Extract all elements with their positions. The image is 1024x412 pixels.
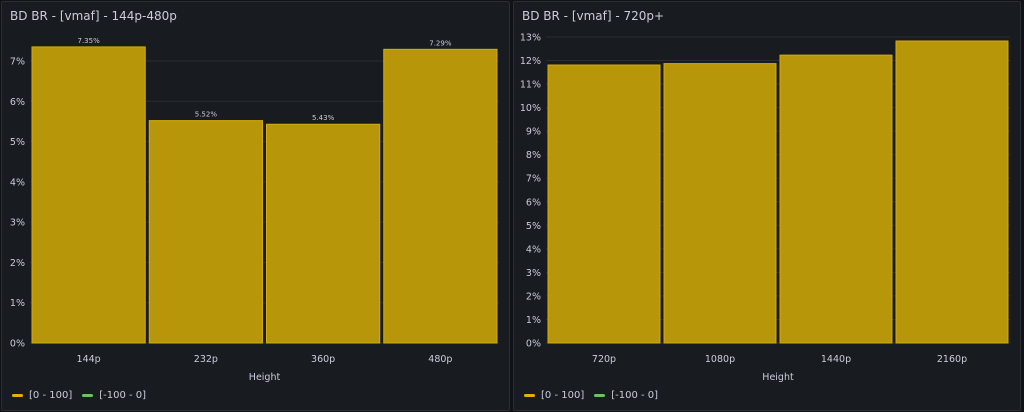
y-tick-label: 9% xyxy=(526,127,541,138)
bar xyxy=(148,120,263,344)
bar xyxy=(547,64,661,344)
x-tick-label: 2160p xyxy=(937,354,967,365)
legend-swatch xyxy=(12,394,23,397)
x-tick-label: 720p xyxy=(592,354,616,365)
y-tick-label: 5% xyxy=(526,221,541,232)
y-tick-label: 7% xyxy=(10,57,25,68)
x-tick-label: 1080p xyxy=(705,354,735,365)
panel-144p-480p: BD BR - [vmaf] - 144p-480p 0% 1% 2% 3% 4% 5% 6… xyxy=(1,1,510,411)
bar xyxy=(895,40,1009,344)
legend: [0 - 100] [-100 - 0] xyxy=(524,390,658,401)
bar-value-label: 7.29% xyxy=(429,39,452,47)
legend-label: [0 - 100] xyxy=(29,390,73,401)
legend: [0 - 100] [-100 - 0] xyxy=(12,390,146,401)
x-tick-label: 144p xyxy=(77,354,101,365)
legend-item[interactable]: [-100 - 0] xyxy=(82,390,146,401)
y-tick-label: 3% xyxy=(10,218,25,229)
y-tick-label: 2% xyxy=(10,258,25,269)
y-tick-label: 4% xyxy=(526,244,541,255)
x-axis-label: Height xyxy=(762,372,794,383)
y-tick-label: 1% xyxy=(526,315,541,326)
y-tick-label: 6% xyxy=(10,97,25,108)
y-tick-label: 3% xyxy=(526,268,541,279)
panel-title: BD BR - [vmaf] - 144p-480p xyxy=(10,9,177,23)
bar-value-label: 5.52% xyxy=(195,111,218,119)
legend-label: [0 - 100] xyxy=(541,390,585,401)
bar xyxy=(31,46,146,344)
bar-value-label: 7.35% xyxy=(78,37,101,45)
x-axis-label: Height xyxy=(249,372,281,383)
legend-swatch xyxy=(594,394,606,397)
y-tick-label: 4% xyxy=(10,177,25,188)
panel-title: BD BR - [vmaf] - 720p+ xyxy=(522,9,665,23)
legend-label: [-100 - 0] xyxy=(99,390,147,401)
y-tick-label: 8% xyxy=(526,150,541,161)
x-tick-label: 232p xyxy=(194,354,218,365)
x-tick-label: 360p xyxy=(311,354,335,365)
legend-swatch xyxy=(524,394,535,397)
panel-720p-plus: BD BR - [vmaf] - 720p+ 0% 1% 2% 3% 4% 5% 6% 7% 8… xyxy=(513,1,1021,411)
bar xyxy=(779,54,893,344)
x-tick-label: 480p xyxy=(428,354,452,365)
bar xyxy=(663,63,777,344)
bar-chart: 0% 1% 2% 3% 4% 5% 6% 7% 7.35% 144p 5.52% 232p 5.43% 3… xyxy=(10,37,499,383)
y-tick-label: 13% xyxy=(520,33,541,44)
bar-value-label: 5.43% xyxy=(312,114,335,122)
y-tick-label: 0% xyxy=(10,339,25,350)
y-tick-label: 1% xyxy=(10,298,25,309)
y-tick-label: 7% xyxy=(526,174,541,185)
legend-label: [-100 - 0] xyxy=(611,390,659,401)
y-tick-label: 2% xyxy=(526,291,541,302)
y-tick-label: 0% xyxy=(526,339,541,350)
y-tick-label: 6% xyxy=(526,197,541,208)
legend-swatch xyxy=(82,394,94,397)
legend-item[interactable]: [-100 - 0] xyxy=(594,390,658,401)
x-tick-label: 1440p xyxy=(821,354,851,365)
legend-item[interactable]: [0 - 100] xyxy=(524,390,584,401)
y-tick-label: 5% xyxy=(10,137,25,148)
y-tick-label: 12% xyxy=(520,56,541,67)
legend-item[interactable]: [0 - 100] xyxy=(12,390,72,401)
bar xyxy=(266,123,381,344)
bar-chart: 0% 1% 2% 3% 4% 5% 6% 7% 8% 9% 10% 11% 12% 13% 720p 1080… xyxy=(520,33,1010,383)
y-tick-label: 10% xyxy=(520,103,541,114)
bar xyxy=(383,48,498,344)
y-tick-label: 11% xyxy=(520,80,541,91)
